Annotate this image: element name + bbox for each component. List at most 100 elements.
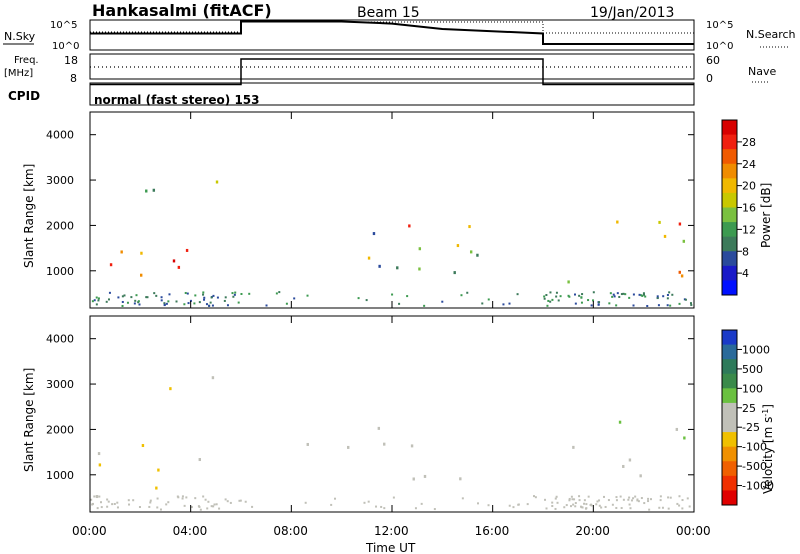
ground-scatter-cell	[669, 496, 672, 499]
colorbar-segment	[722, 446, 737, 462]
range-gate-cell	[423, 474, 427, 478]
range-gate-cell	[476, 253, 479, 257]
ground-scatter-cell	[153, 292, 156, 295]
range-gate-cell	[157, 468, 160, 472]
ground-scatter-cell	[197, 505, 200, 508]
range-gate-cell	[639, 474, 642, 478]
ground-scatter-cell	[618, 295, 621, 298]
ground-scatter-cell	[487, 298, 490, 301]
range-gate-cell	[215, 180, 219, 184]
y-tick-label: 4000	[46, 333, 74, 346]
ground-scatter-cell	[612, 293, 615, 296]
ground-scatter-cell	[666, 297, 669, 300]
ground-scatter-cell	[611, 503, 614, 506]
range-gate-cell	[109, 263, 113, 267]
cpid-label: CPID	[8, 89, 40, 103]
range-gate-cell	[185, 248, 189, 252]
colorbar-segment	[722, 222, 737, 238]
ground-scatter-cell	[194, 497, 197, 500]
freq-line	[90, 58, 694, 86]
ground-scatter-cell	[556, 501, 559, 504]
ground-scatter-cell	[121, 304, 124, 307]
ground-scatter-cell	[398, 302, 401, 305]
ground-scatter-cell	[167, 300, 170, 303]
ground-scatter-cell	[231, 292, 234, 295]
ground-scatter-cell	[590, 304, 593, 307]
colorbar-segment	[722, 134, 737, 150]
ground-scatter-cell	[165, 503, 168, 506]
ground-scatter-cell	[597, 303, 600, 306]
ground-scatter-cell	[592, 291, 595, 294]
nave-tick-top: 60	[706, 54, 720, 67]
ground-scatter-cell	[160, 299, 163, 302]
ground-scatter-cell	[121, 300, 124, 303]
ground-scatter-cell	[363, 501, 366, 504]
ground-scatter-cell	[551, 501, 554, 504]
range-gate-cell	[628, 458, 632, 462]
power-y-axis: 4000 3000 2000 1000	[46, 129, 694, 278]
ground-scatter-cell	[667, 507, 670, 510]
ground-scatter-cell	[684, 298, 687, 301]
colorbar-segment	[722, 330, 737, 346]
ground-scatter-cell	[547, 299, 550, 302]
ground-scatter-cell	[662, 295, 665, 298]
ground-scatter-cell	[203, 296, 206, 299]
colorbar-segment	[722, 207, 737, 223]
ground-scatter-cell	[658, 506, 661, 509]
range-gate-cell	[468, 225, 471, 229]
colorbar-tick-label: 24	[742, 158, 756, 171]
range-gate-cell	[658, 220, 661, 224]
ground-scatter-cell	[90, 498, 93, 501]
ground-scatter-cell	[168, 293, 171, 296]
x-tick-label: 08:00	[273, 524, 308, 538]
ground-scatter-cell	[574, 505, 577, 508]
ground-scatter-cell	[216, 296, 219, 299]
ground-scatter-cell	[134, 299, 137, 302]
colorbar-segment	[722, 359, 737, 375]
ground-scatter-cell	[502, 303, 505, 306]
ground-scatter-cell	[248, 292, 251, 295]
ground-scatter-cell	[688, 505, 691, 508]
ground-scatter-cell	[106, 498, 109, 501]
colorbar-tick-label: 4	[742, 267, 749, 280]
ground-scatter-cell	[293, 297, 296, 300]
range-gate-cell	[377, 426, 381, 430]
ground-scatter-cell	[213, 503, 216, 506]
ground-scatter-cell	[526, 503, 529, 506]
x-tick-label: 20:00	[575, 524, 610, 538]
freq-tick-top: 18	[64, 54, 78, 67]
ground-scatter-cell	[668, 291, 671, 294]
range-gate-cell	[98, 463, 102, 467]
ground-scatter-cell	[512, 506, 515, 509]
ground-scatter-cell	[163, 302, 166, 305]
ground-scatter-cell	[223, 299, 226, 302]
ground-scatter-cell	[234, 291, 237, 294]
ground-scatter-cell	[184, 291, 187, 294]
range-gate-cell	[456, 244, 460, 248]
nsky-tick-top: 10^5	[50, 20, 77, 31]
ground-scatter-cell	[159, 508, 162, 511]
ground-scatter-cell	[116, 501, 119, 504]
ground-scatter-cell	[573, 498, 576, 501]
ground-scatter-cell	[600, 506, 603, 509]
ground-scatter-cell	[224, 498, 227, 501]
freq-unit: [MHz]	[4, 68, 33, 79]
ground-scatter-cell	[544, 498, 547, 501]
range-gate-cell	[372, 232, 376, 236]
ground-scatter-cell	[619, 495, 622, 498]
ground-scatter-cell	[181, 497, 184, 500]
ground-scatter-cell	[555, 495, 558, 498]
freq-label: Freq.	[14, 55, 39, 66]
range-gate-cell	[618, 420, 622, 424]
ground-scatter-cell	[461, 497, 464, 500]
ground-scatter-cell	[598, 499, 601, 502]
ground-scatter-cell	[628, 296, 631, 299]
ground-scatter-cell	[609, 292, 612, 295]
ground-scatter-cell	[534, 496, 537, 499]
ground-scatter-cell	[629, 507, 632, 510]
ground-scatter-cell	[423, 304, 426, 307]
range-gate-cell	[347, 445, 350, 449]
ground-scatter-cell	[265, 304, 268, 307]
ground-scatter-cell	[251, 505, 254, 508]
ground-scatter-cell	[543, 295, 546, 298]
